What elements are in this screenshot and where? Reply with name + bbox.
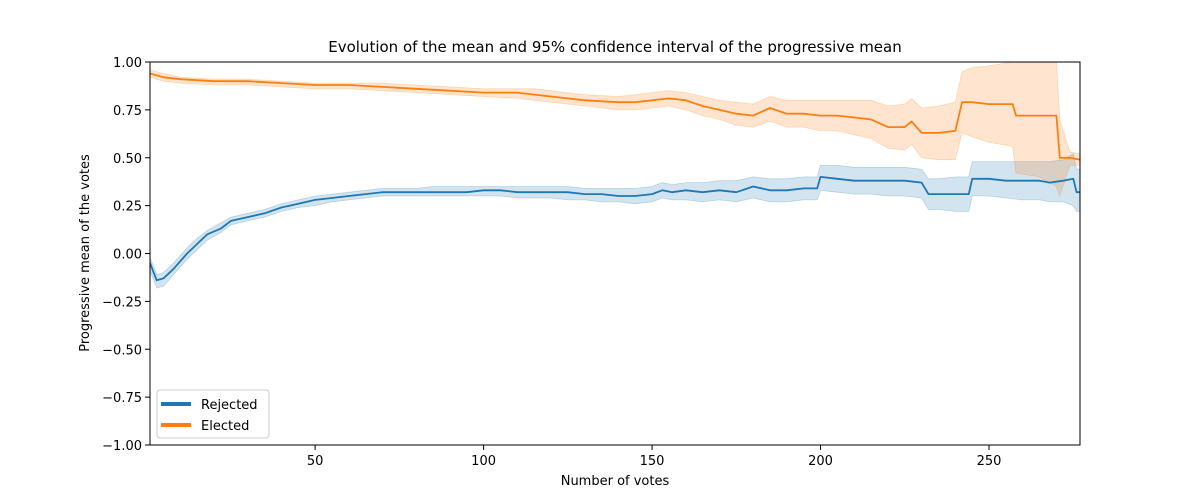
y-tick-label: −1.00: [102, 439, 142, 454]
y-tick-label: −0.75: [102, 391, 142, 406]
ci-band-elected: [150, 62, 1080, 198]
y-tick-label: 0.25: [113, 200, 142, 215]
x-axis-label: Number of votes: [561, 474, 670, 489]
x-tick-label: 50: [307, 454, 324, 469]
y-axis-label: Progressive mean of the votes: [78, 154, 93, 352]
series-line-elected: [150, 72, 1080, 161]
x-tick-label: 250: [977, 454, 1002, 469]
y-tick-label: 0.75: [113, 104, 142, 119]
y-tick-label: 0.00: [113, 248, 142, 263]
y-tick-label: 1.00: [113, 56, 142, 71]
x-tick-label: 150: [640, 454, 665, 469]
chart-title: Evolution of the mean and 95% confidence…: [328, 38, 902, 56]
x-tick-label: 200: [808, 454, 833, 469]
axes: 50 100 150 200 250 −1.00 −0.75 −0.50 −0.25 0.00 0.…: [102, 56, 1081, 469]
legend-label-rejected: Rejected: [201, 398, 258, 413]
series-lines: [150, 72, 1080, 282]
y-tick-label: −0.25: [102, 295, 142, 310]
x-tick-label: 100: [471, 454, 496, 469]
y-tick-label: 0.50: [113, 152, 142, 167]
legend-label-elected: Elected: [201, 419, 249, 434]
series-line-rejected: [150, 175, 1080, 282]
legend: Rejected Elected: [156, 389, 270, 439]
confidence-bands: [150, 62, 1080, 289]
y-tick-label: −0.50: [102, 343, 142, 358]
ci-band-rejected: [150, 153, 1080, 289]
